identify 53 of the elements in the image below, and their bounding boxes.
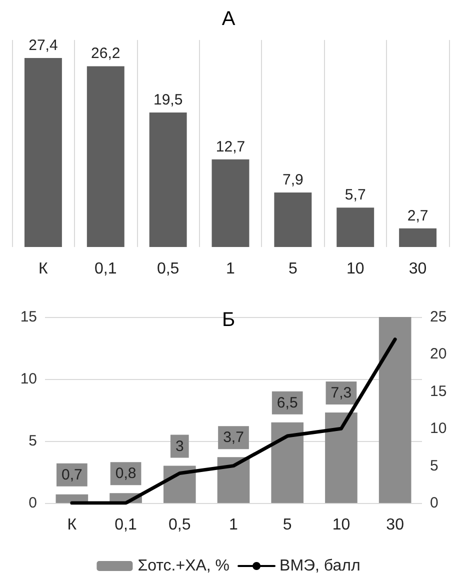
- data-label: 5,7: [344, 186, 366, 204]
- bar: [163, 466, 196, 503]
- y2-tick-label: 10: [430, 420, 447, 438]
- x-tick-label: 30: [408, 260, 427, 278]
- x-tick-label: К: [67, 516, 78, 534]
- bar: [149, 112, 187, 247]
- bar: [274, 192, 312, 247]
- data-label: 0,8: [115, 465, 136, 482]
- data-label: 2,7: [407, 207, 428, 224]
- x-tick-label: 0,1: [114, 516, 138, 534]
- y-tick-label: 15: [20, 308, 37, 326]
- bar: [212, 159, 250, 247]
- bar: [217, 457, 250, 503]
- y-tick-label: 10: [20, 370, 37, 388]
- bar: [325, 412, 358, 503]
- data-label: 26,2: [91, 45, 120, 62]
- bar: [86, 66, 124, 247]
- bar: [24, 58, 62, 247]
- data-label: 6,5: [276, 394, 298, 412]
- y2-tick-label: 5: [430, 457, 438, 474]
- data-label: 27,4: [28, 36, 58, 54]
- x-tick-label: 10: [346, 260, 364, 278]
- y-tick-label: 5: [28, 432, 37, 450]
- bar: [399, 228, 437, 247]
- y2-tick-label: 0: [430, 494, 438, 512]
- bar: [271, 422, 304, 503]
- bar: [378, 317, 412, 503]
- data-label: 0,7: [62, 466, 82, 484]
- y2-tick-label: 20: [430, 346, 447, 363]
- data-label: 7,9: [282, 171, 304, 188]
- x-tick-label: 5: [288, 260, 298, 278]
- y2-tick-label: 15: [430, 382, 447, 400]
- bar: [336, 208, 374, 247]
- chart-title: Б: [222, 309, 236, 331]
- data-label: 3,7: [223, 429, 244, 446]
- legend-label: Σотс.+ХА, %: [138, 558, 230, 574]
- data-label: 7,3: [330, 384, 352, 402]
- x-tick-label: 0,1: [94, 260, 117, 278]
- x-tick-label: 30: [386, 516, 404, 534]
- data-label: 3: [175, 438, 184, 455]
- y-tick-label: 0: [28, 494, 37, 512]
- x-tick-label: 1: [229, 516, 238, 534]
- x-tick-label: 5: [282, 516, 292, 534]
- legend-label: ВМЭ, балл: [280, 558, 360, 574]
- x-tick-label: 1: [226, 260, 236, 278]
- data-label: 19,5: [153, 91, 183, 108]
- x-tick-label: 0,5: [168, 516, 191, 534]
- x-tick-label: 0,5: [156, 260, 180, 278]
- x-tick-label: К: [38, 260, 49, 278]
- chart-title: А: [222, 8, 236, 30]
- data-label: 12,7: [216, 138, 246, 156]
- y2-tick-label: 25: [430, 308, 447, 326]
- x-tick-label: 10: [332, 516, 350, 534]
